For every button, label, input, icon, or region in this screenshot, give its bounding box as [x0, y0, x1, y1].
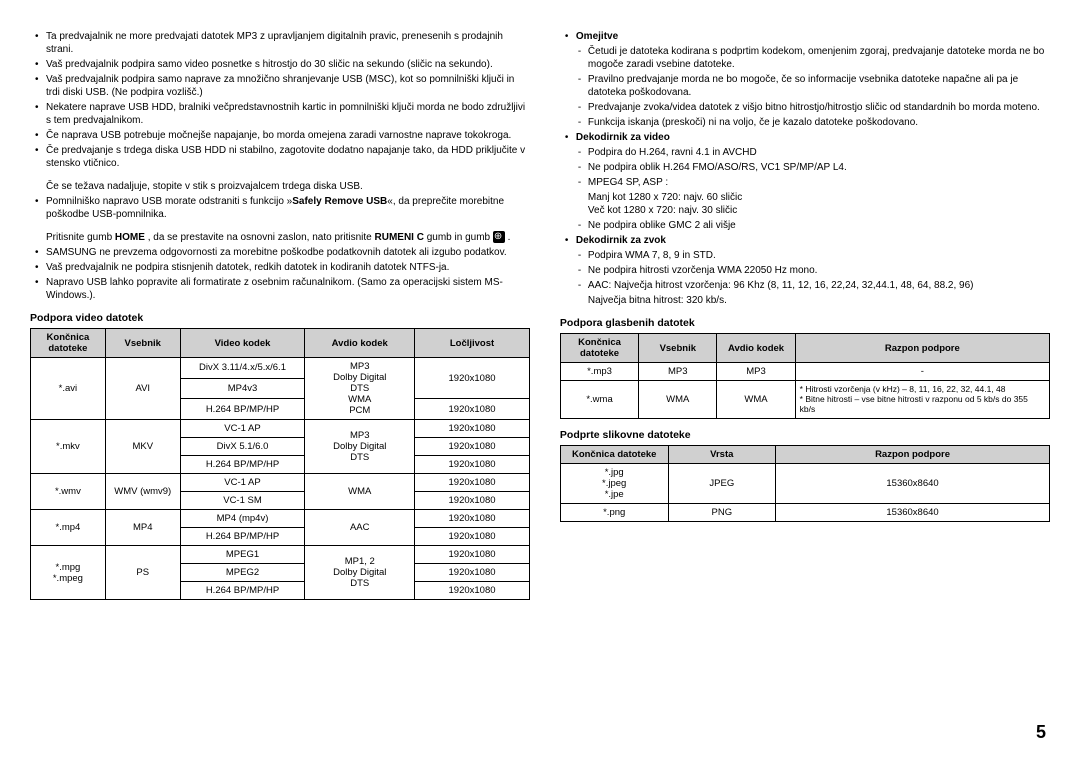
video-support-table: Končnica datoteke Vsebnik Video kodek Av…	[30, 328, 530, 600]
image-support-table: Končnica datoteke Vrsta Razpon podpore *…	[560, 445, 1050, 522]
bullet: Ta predvajalnik ne more predvajati datot…	[46, 30, 530, 56]
video-support-title: Podpora video datotek	[30, 312, 530, 324]
left-column: Ta predvajalnik ne more predvajati datot…	[30, 30, 530, 610]
bullet-list-3: SAMSUNG ne prevzema odgovornosti za more…	[30, 246, 530, 302]
bullet: Če naprava USB potrebuje močnejše napaja…	[46, 129, 530, 142]
music-support-title: Podpora glasbenih datotek	[560, 317, 1050, 329]
bullet: Vaš predvajalnik podpira samo naprave za…	[46, 73, 530, 99]
bullet: Omejitve Četudi je datoteka kodirana s p…	[576, 30, 1050, 129]
bullet: Vaš predvajalnik podpira samo video posn…	[46, 58, 530, 71]
bullet-list-2: Pomnilniško napravo USB morate odstranit…	[30, 195, 530, 221]
bullet: Vaš predvajalnik ne podpira stisnjenih d…	[46, 261, 530, 274]
right-column: Omejitve Četudi je datoteka kodirana s p…	[560, 30, 1050, 610]
page-number: 5	[1036, 722, 1046, 743]
bullet-list-1: Ta predvajalnik ne more predvajati datot…	[30, 30, 530, 170]
bullet: Dekodirnik za video Podpira do H.264, ra…	[576, 131, 1050, 232]
bullet: Dekodirnik za zvok Podpira WMA 7, 8, 9 i…	[576, 234, 1050, 307]
music-support-table: Končnica datoteke Vsebnik Avdio kodek Ra…	[560, 333, 1050, 419]
limitations-section: Omejitve Četudi je datoteka kodirana s p…	[560, 30, 1050, 307]
menu-icon	[493, 231, 505, 243]
bullet: Če predvajanje s trdega diska USB HDD ni…	[46, 144, 530, 170]
bullet: SAMSUNG ne prevzema odgovornosti za more…	[46, 246, 530, 259]
bullet: Nekatere naprave USB HDD, bralniki večpr…	[46, 101, 530, 127]
bullet: Napravo USB lahko popravite ali formatir…	[46, 276, 530, 302]
bullet: Pomnilniško napravo USB morate odstranit…	[46, 195, 530, 221]
indent-text: Pritisnite gumb HOME , da se prestavite …	[30, 231, 530, 244]
image-support-title: Podprte slikovne datoteke	[560, 429, 1050, 441]
indent-text: Če se težava nadaljuje, stopite v stik s…	[30, 180, 530, 193]
